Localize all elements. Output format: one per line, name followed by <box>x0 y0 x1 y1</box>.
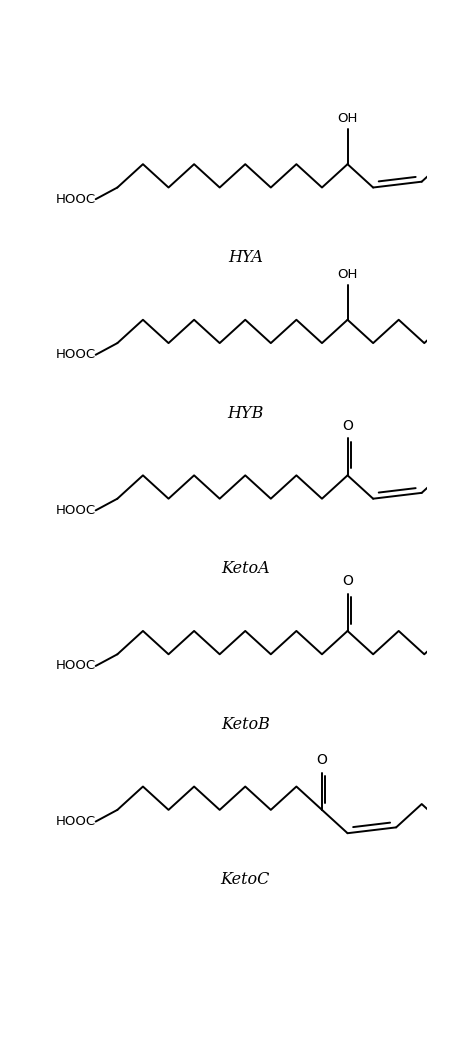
Text: O: O <box>342 419 353 433</box>
Text: HOOC: HOOC <box>55 815 95 828</box>
Text: HOOC: HOOC <box>55 504 95 517</box>
Text: HOOC: HOOC <box>55 349 95 361</box>
Text: HOOC: HOOC <box>55 193 95 206</box>
Text: OH: OH <box>337 113 358 125</box>
Text: OH: OH <box>337 268 358 281</box>
Text: KetoB: KetoB <box>221 716 270 733</box>
Text: O: O <box>317 754 328 767</box>
Text: KetoC: KetoC <box>220 872 270 888</box>
Text: HOOC: HOOC <box>55 660 95 672</box>
Text: O: O <box>342 574 353 589</box>
Text: HYA: HYA <box>228 250 263 266</box>
Text: HYB: HYB <box>227 405 264 422</box>
Text: KetoA: KetoA <box>221 561 270 577</box>
